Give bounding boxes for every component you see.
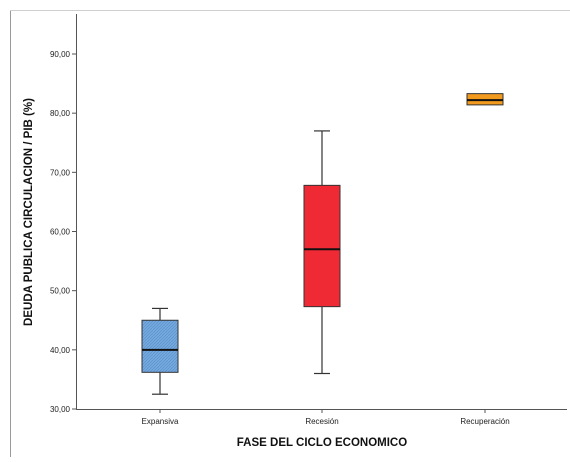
x-category-label: Expansiva	[142, 417, 179, 426]
y-ticks: 30,00 40,00 50,00 60,00 70,00 80,00 90,00	[50, 50, 76, 414]
x-category-label: Recuperación	[460, 417, 509, 426]
iqr-box	[303, 184, 341, 308]
box-recuperacin	[466, 93, 504, 106]
y-tick-label: 80,00	[50, 109, 71, 118]
x-axis-title: FASE DEL CICLO ECONOMICO	[237, 437, 407, 449]
boxes	[141, 93, 504, 395]
y-tick-label: 40,00	[50, 346, 71, 355]
iqr-box	[141, 319, 179, 373]
y-tick-label: 50,00	[50, 287, 71, 296]
y-tick-label: 90,00	[50, 50, 71, 59]
box-recesin	[303, 130, 341, 375]
y-axis-title: DEUDA PUBLICA CIRCULACION / PIB (%)	[23, 98, 35, 326]
box-expansiva	[141, 307, 179, 395]
y-tick-label: 30,00	[50, 405, 71, 414]
y-tick-label: 60,00	[50, 228, 71, 237]
y-tick-label: 70,00	[50, 168, 71, 177]
category-labels: Expansiva Recesión Recuperación	[142, 409, 510, 426]
x-category-label: Recesión	[305, 417, 338, 426]
